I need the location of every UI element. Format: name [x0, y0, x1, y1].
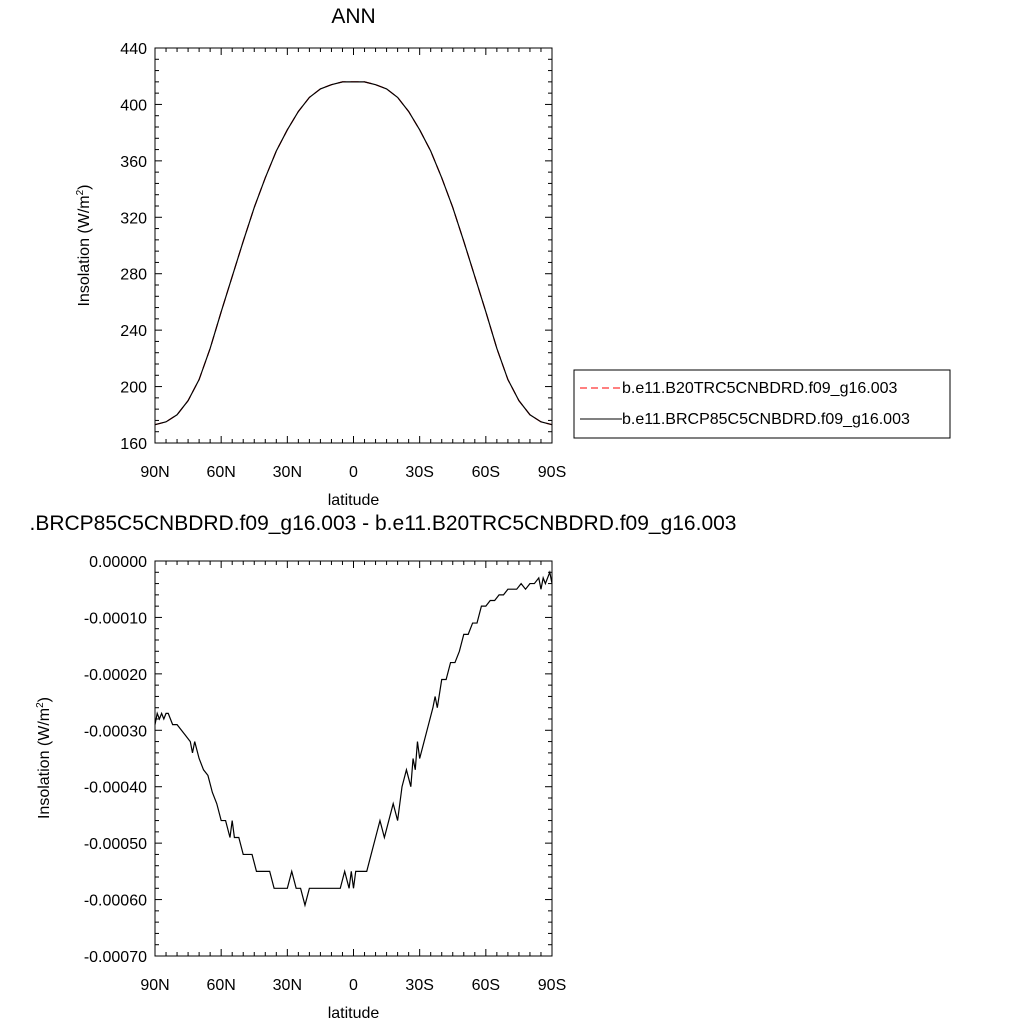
x-tick-label: 60N: [206, 464, 235, 481]
chart-title: .BRCP85C5CNBDRD.f09_g16.003 - b.e11.B20T…: [30, 512, 737, 535]
x-axis-label: latitude: [328, 1005, 380, 1022]
series-line-1: [154, 81, 553, 426]
y-tick-label: 280: [120, 267, 147, 284]
x-tick-label: 90N: [140, 464, 169, 481]
y-tick-label: 400: [120, 97, 147, 114]
y-tick-label: 0.00000: [89, 554, 147, 571]
series-line-2: [154, 81, 553, 426]
chart-title: ANN: [331, 5, 375, 28]
legend: b.e11.B20TRC5CNBDRD.f09_g16.003 b.e11.BR…: [573, 369, 951, 439]
x-tick-label: 30N: [273, 977, 302, 994]
x-tick-label: 90S: [538, 977, 566, 994]
insolation-chart: ANN 160 200 240 280 320 360 400 440 90N 60N 30N 0 30…: [75, 5, 951, 509]
y-axis-label: Insolation (W/m2): [35, 697, 53, 819]
y-axis-label: Insolation (W/m2): [75, 184, 93, 306]
y-tick-label: -0.00040: [84, 780, 147, 797]
y-axis-label-superscript: 2: [75, 189, 86, 195]
y-tick-label: 360: [120, 154, 147, 171]
y-tick-label: 160: [120, 436, 147, 453]
legend-label-series-1: b.e11.B20TRC5CNBDRD.f09_g16.003: [622, 380, 898, 397]
y-axis-label-end: ): [76, 184, 93, 189]
y-tick-label: 240: [120, 323, 147, 340]
legend-label-series-2: b.e11.BRCP85C5CNBDRD.f09_g16.003: [622, 411, 910, 428]
x-tick-label: 30N: [273, 464, 302, 481]
y-tick-label: -0.00010: [84, 610, 147, 627]
y-tick-label: -0.00070: [84, 949, 147, 966]
y-axis-label-end: ): [36, 697, 53, 702]
y-axis-label-superscript: 2: [35, 702, 46, 708]
x-tick-label: 90N: [140, 977, 169, 994]
y-tick-label: -0.00020: [84, 667, 147, 684]
y-axis-label-main: Insolation (W/m: [76, 195, 93, 306]
legend-box: [573, 369, 951, 439]
y-tick-label: -0.00050: [84, 836, 147, 853]
difference-chart: .BRCP85C5CNBDRD.f09_g16.003 - b.e11.B20T…: [30, 512, 737, 1022]
x-axis-label: latitude: [328, 492, 380, 509]
x-tick-label: 0: [349, 977, 358, 994]
plot-area: 160 200 240 280 320 360 400 440 90N 60N 30N 0 30S 60S…: [120, 41, 566, 481]
x-tick-label: 60S: [472, 977, 500, 994]
x-tick-label: 30S: [405, 977, 433, 994]
series-line-1: [154, 570, 553, 908]
x-tick-label: 0: [349, 464, 358, 481]
plot-frame: [154, 47, 553, 444]
y-axis-label-main: Insolation (W/m: [36, 708, 53, 819]
y-tick-label: 200: [120, 380, 147, 397]
y-tick-label: 440: [120, 41, 147, 58]
plot-frame: [154, 560, 553, 957]
plot-area: 0.00000 -0.00010 -0.00020 -0.00030 -0.00040 -…: [84, 554, 566, 994]
x-tick-label: 30S: [405, 464, 433, 481]
x-tick-label: 60N: [206, 977, 235, 994]
x-tick-label: 90S: [538, 464, 566, 481]
x-tick-label: 60S: [472, 464, 500, 481]
y-tick-label: -0.00030: [84, 723, 147, 740]
y-tick-label: -0.00060: [84, 893, 147, 910]
y-tick-label: 320: [120, 210, 147, 227]
